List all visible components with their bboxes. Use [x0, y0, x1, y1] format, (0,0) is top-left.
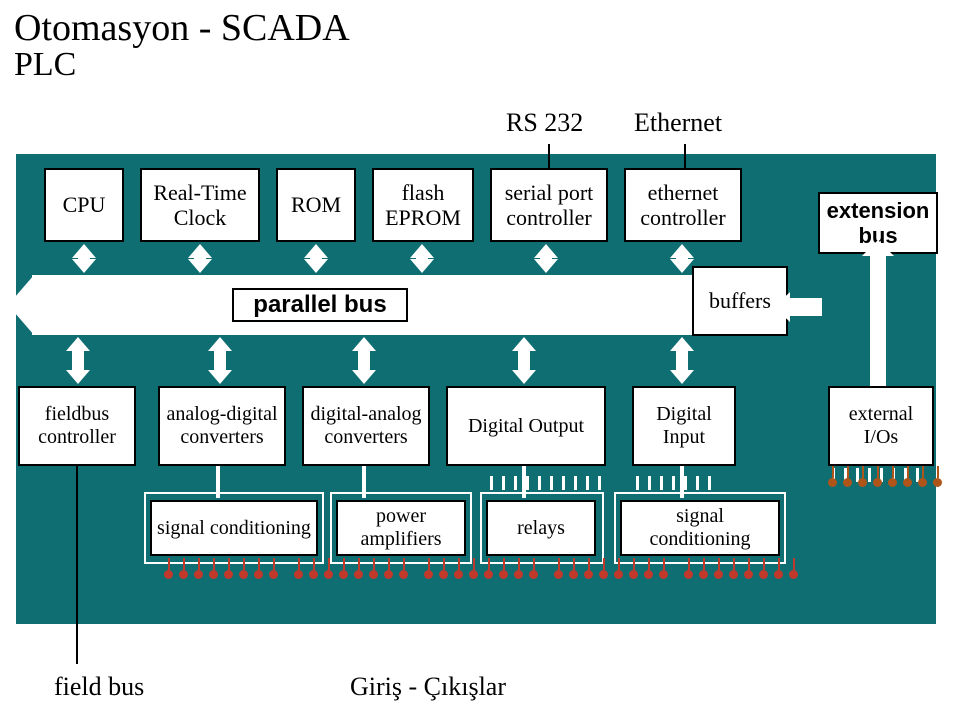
tick-0-0 — [490, 476, 493, 490]
label-giris-cikislar: Giriş - Çıkışlar — [350, 672, 506, 702]
box-din: Digital Input — [632, 386, 736, 466]
io-dots-2 — [424, 570, 538, 579]
label-rs232: RS 232 — [506, 108, 583, 138]
io-dots-5 — [828, 478, 942, 487]
tick-1-2 — [660, 476, 663, 490]
tick-0-2 — [514, 476, 517, 490]
box-dac: digital-analog converters — [302, 386, 430, 466]
conn-ext-vert — [870, 254, 886, 388]
page-title: Otomasyon - SCADA — [14, 6, 946, 50]
box-flash: flash EPROM — [372, 168, 474, 242]
tick-1-0 — [636, 476, 639, 490]
box-eth: ethernet controller — [624, 168, 742, 242]
parallel-bus-label: parallel bus — [232, 288, 408, 322]
tick-0-6 — [562, 476, 565, 490]
tick-0-5 — [550, 476, 553, 490]
page-subtitle: PLC — [14, 46, 946, 84]
box-extio: external I/Os — [828, 386, 934, 466]
box-rom: ROM — [276, 168, 356, 242]
box-sig1: signal conditioning — [150, 500, 318, 556]
box-relays: relays — [486, 500, 596, 556]
tick-1-6 — [708, 476, 711, 490]
io-dots-0 — [164, 570, 278, 579]
darrow-mid-4-stem — [676, 349, 688, 372]
tick-1-3 — [672, 476, 675, 490]
conn-r2r3-0 — [216, 466, 220, 498]
label-ethernet: Ethernet — [634, 108, 722, 138]
box-pwr: power amplifiers — [336, 500, 466, 556]
box-serial: serial port controller — [490, 168, 608, 242]
box-sig2: signal conditioning — [620, 500, 780, 556]
io-dots-3 — [554, 570, 668, 579]
box-adc: analog-digital converters — [158, 386, 286, 466]
box-rtc: Real-Time Clock — [140, 168, 260, 242]
io-dots-4 — [684, 570, 798, 579]
conn-r2r3-3 — [680, 466, 684, 498]
tick-0-3 — [526, 476, 529, 490]
vline-top-1 — [684, 144, 686, 168]
darrow-mid-3-stem — [518, 349, 530, 372]
fieldbus-line — [76, 466, 78, 664]
darrow-mid-2-stem — [358, 349, 370, 372]
label-field-bus: field bus — [54, 672, 144, 702]
conn-r2r3-2 — [522, 466, 526, 498]
tick-1-5 — [696, 476, 699, 490]
conn-buffers-ext — [788, 298, 822, 316]
tick-0-7 — [574, 476, 577, 490]
box-fieldbus: fieldbus controller — [18, 386, 136, 466]
tick-0-4 — [538, 476, 541, 490]
box-cpu: CPU — [44, 168, 124, 242]
header: Otomasyon - SCADA PLC — [0, 0, 960, 94]
tick-1-4 — [684, 476, 687, 490]
vline-top-0 — [548, 144, 550, 168]
tick-0-8 — [586, 476, 589, 490]
tick-1-1 — [648, 476, 651, 490]
tick-0-1 — [502, 476, 505, 490]
darrow-mid-1-stem — [214, 349, 226, 372]
conn-r2r3-1 — [362, 466, 366, 498]
diagram-canvas: RS 232 Ethernet CPUReal-Time ClockROMflash… — [0, 102, 960, 716]
tick-0-9 — [598, 476, 601, 490]
darrow-mid-0-stem — [72, 349, 84, 372]
bus-arrow-left — [8, 275, 34, 335]
box-dout: Digital Output — [446, 386, 606, 466]
io-dots-1 — [294, 570, 408, 579]
